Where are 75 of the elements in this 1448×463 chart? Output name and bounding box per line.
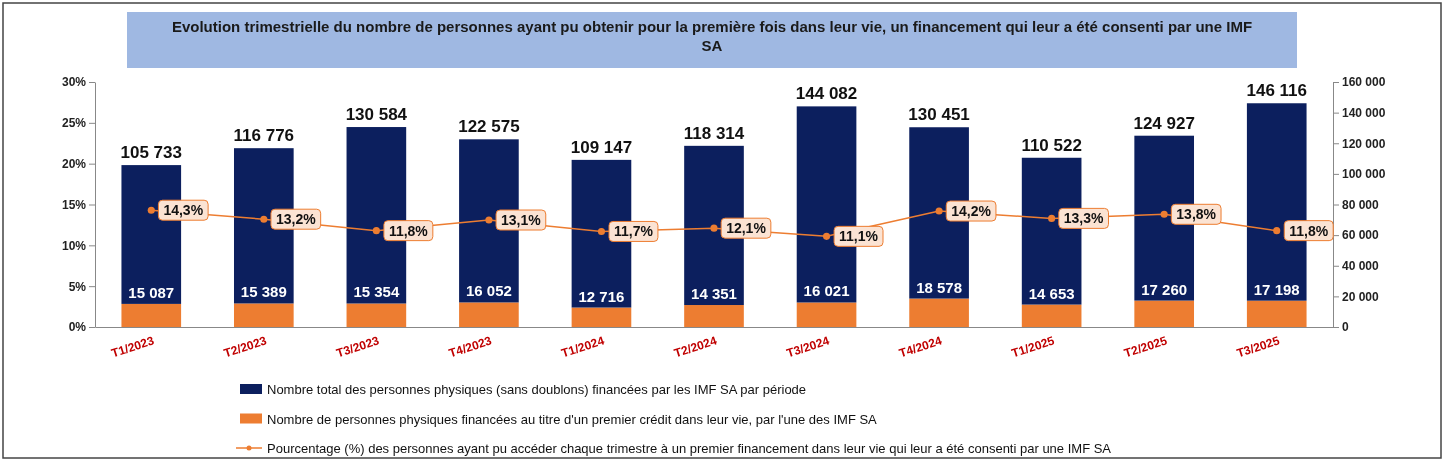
data-label: 16 021 — [803, 282, 850, 300]
legend-label: Nombre total des personnes physiques (sans doublons) financées par les IMF SA par période — [267, 382, 807, 397]
bar — [571, 307, 632, 327]
y2-tick-label: 100 000 — [1342, 167, 1386, 182]
data-label: 12,1% — [726, 220, 767, 237]
point — [822, 232, 831, 240]
y-tick-label: 10% — [61, 238, 87, 253]
y-tick-label: 20% — [61, 157, 87, 172]
data-label: 15 389 — [240, 283, 287, 301]
y2-tick-label: 0 — [1342, 320, 1349, 335]
data-label: 11,1% — [839, 228, 879, 245]
point — [1048, 214, 1056, 222]
point — [1160, 210, 1168, 218]
bar — [1246, 300, 1307, 327]
bar — [1021, 304, 1082, 327]
point — [1273, 227, 1281, 235]
y2-tick-label: 160 000 — [1342, 75, 1386, 90]
data-label: 14 351 — [691, 285, 737, 303]
point — [147, 206, 155, 214]
data-label: 15 087 — [128, 283, 175, 301]
y-tick-label: 15% — [61, 197, 87, 212]
data-label: 13,8% — [1176, 206, 1217, 223]
chart-title: Evolution trimestrielle du nombre de personnes ayant pu obtenir pour la première fois dans leur vie, un financement qui leur a été consenti par une IMF SA — [171, 18, 1253, 54]
y2-tick-label: 120 000 — [1342, 136, 1386, 151]
point — [485, 216, 493, 224]
bar — [1134, 300, 1195, 327]
y2-tick-label: 20 000 — [1342, 289, 1380, 304]
point — [372, 227, 380, 235]
data-label: 16 052 — [465, 282, 512, 300]
y2-tick-label: 80 000 — [1342, 197, 1380, 212]
y-tick-label: 0% — [68, 320, 87, 335]
data-label: 14,3% — [163, 202, 204, 219]
data-label: 17 260 — [1141, 280, 1188, 298]
total-label: 124 927 — [1133, 113, 1195, 133]
total-label: 122 575 — [458, 117, 520, 137]
total-label: 144 082 — [795, 84, 858, 104]
y-tick-label: 25% — [61, 116, 87, 131]
bar — [684, 305, 744, 327]
bar — [796, 302, 857, 327]
total-label: 130 451 — [908, 105, 970, 125]
bar — [346, 303, 407, 327]
total-label: 118 314 — [683, 123, 745, 143]
legend-label: Nombre de personnes physiques financées au titre d'un premier crédit dans leur vie, par l'une des IMF SA — [267, 411, 878, 427]
point — [935, 207, 943, 215]
total-label: 110 522 — [1021, 135, 1082, 155]
point — [597, 227, 606, 236]
y2-tick-label: 60 000 — [1342, 228, 1380, 243]
data-label: 14,2% — [951, 203, 992, 220]
bar — [121, 303, 182, 327]
data-label: 11,8% — [388, 222, 429, 239]
data-label: 13,1% — [501, 212, 542, 229]
y2-tick-label: 140 000 — [1342, 105, 1386, 120]
point — [710, 224, 718, 232]
y-tick-label: 5% — [68, 279, 87, 294]
total-label: 105 733 — [120, 143, 182, 163]
legend-label: Pourcentage (%) des personnes ayant pu accéder chaque trimestre à un premier financement dans leur vie qui leur a été consenti par une IMF SA — [267, 441, 1112, 456]
data-label: 12 716 — [578, 287, 625, 305]
total-label: 130 584 — [345, 105, 408, 125]
data-label: 15 354 — [353, 283, 400, 301]
bar — [459, 302, 519, 327]
total-label: 116 776 — [233, 126, 295, 146]
data-label: 17 198 — [1253, 280, 1300, 298]
data-label: 11,8% — [1289, 222, 1329, 239]
data-label: 13,3% — [1063, 210, 1105, 227]
total-label: 146 116 — [1246, 81, 1307, 101]
point — [260, 215, 268, 223]
bar — [233, 303, 294, 327]
y2-tick-label: 40 000 — [1342, 259, 1380, 274]
data-label: 18 578 — [916, 278, 963, 296]
data-label: 11,7% — [613, 223, 654, 240]
data-label: 13,2% — [275, 211, 317, 228]
bar — [909, 298, 969, 327]
data-label: 14 653 — [1028, 284, 1075, 302]
y-tick-label: 30% — [61, 75, 87, 90]
total-label: 109 147 — [570, 137, 633, 157]
